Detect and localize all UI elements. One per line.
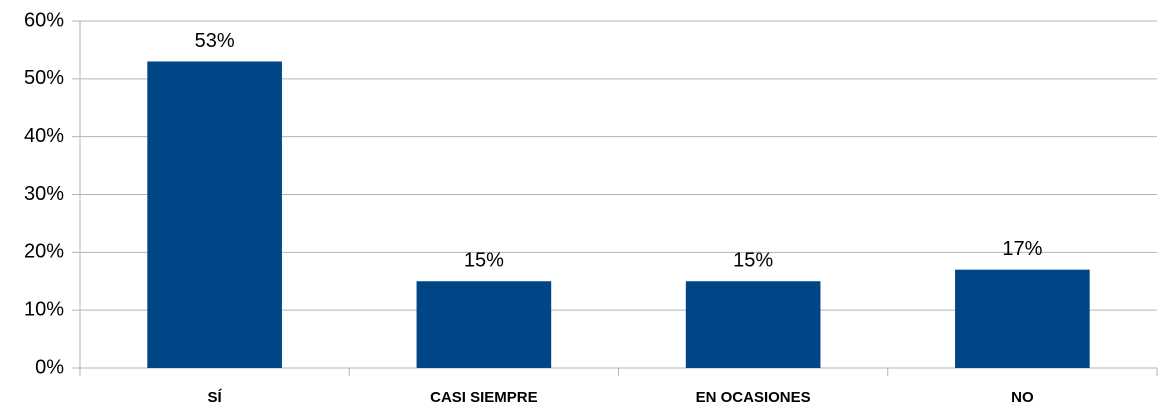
y-tick-label: 10%: [24, 298, 64, 320]
bar: [416, 281, 552, 368]
x-tick-label: EN OCASIONES: [696, 389, 811, 406]
y-tick-label: 20%: [24, 241, 64, 263]
y-tick-label: 0%: [35, 356, 64, 378]
data-label: 15%: [733, 250, 773, 272]
bar: [955, 269, 1090, 368]
y-tick-label: 40%: [24, 125, 64, 147]
bar: [147, 61, 282, 368]
x-tick-label: SÍ: [208, 389, 223, 406]
x-tick-label: NO: [1011, 389, 1034, 406]
data-label: 17%: [1002, 238, 1042, 260]
y-tick-label: 30%: [24, 183, 64, 205]
y-tick-label: 50%: [24, 67, 64, 89]
bar: [685, 281, 821, 368]
y-tick-label: 60%: [24, 9, 64, 31]
data-label: 53%: [195, 30, 235, 52]
data-label: 15%: [464, 250, 504, 272]
x-tick-label: CASI SIEMPRE: [430, 389, 538, 406]
